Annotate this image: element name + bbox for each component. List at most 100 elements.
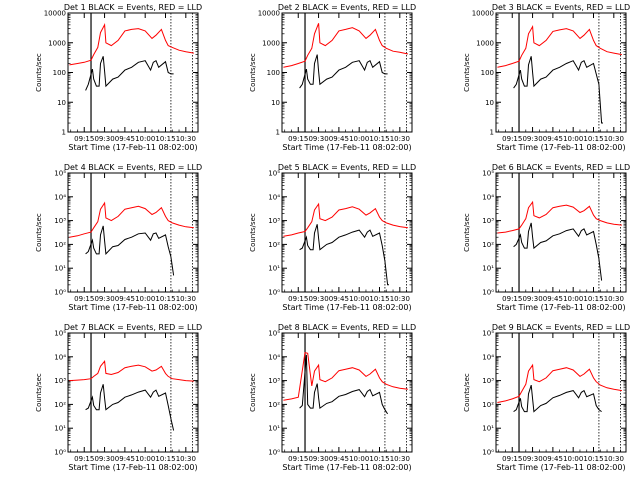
- x-tick-label: 10:30: [176, 295, 196, 303]
- x-tick-label: 09:45: [543, 455, 563, 463]
- series-line-lld: [497, 363, 622, 403]
- x-tick-label: 09:15: [288, 455, 308, 463]
- plot-frame: [281, 12, 413, 133]
- y-tick-label: 1: [62, 129, 66, 137]
- x-tick-label: 09:45: [329, 295, 349, 303]
- chart-title: Det 6 BLACK = Events, RED = LLD: [492, 163, 630, 172]
- chart-panel: Det 9 BLACK = Events, RED = LLD 10⁰ 10¹ 10²…: [463, 323, 630, 472]
- y-tick-label: 10⁰: [54, 449, 66, 457]
- series-line-events: [513, 56, 603, 124]
- y-tick-label: 1000: [476, 39, 494, 47]
- y-axis-label: Counts/sec: [35, 373, 43, 412]
- x-tick-label: 09:15: [74, 295, 94, 303]
- series-line-events: [299, 54, 388, 89]
- x-tick-label: 10:15: [155, 295, 175, 303]
- chart-title: Det 2 BLACK = Events, RED = LLD: [278, 3, 416, 12]
- y-axis-label: Counts/sec: [35, 53, 43, 92]
- y-tick-label: 10⁰: [54, 289, 66, 297]
- y-tick-label: 10³: [482, 377, 494, 385]
- x-tick-label: 09:15: [288, 135, 308, 143]
- x-tick-label: 10:00: [135, 135, 155, 143]
- x-tick-label: 09:15: [502, 295, 522, 303]
- y-tick-label: 10⁵: [268, 170, 280, 178]
- series-line-events: [85, 225, 175, 276]
- chart-panel: Det 2 BLACK = Events, RED = LLD 1 10 100 100…: [249, 3, 416, 152]
- y-tick-label: 10²: [268, 401, 280, 409]
- y-tick-label: 10⁵: [54, 170, 66, 178]
- x-axis-label: Start Time (17-Feb-11 08:02:00): [68, 143, 197, 152]
- y-tick-label: 10⁰: [482, 449, 494, 457]
- series-line-events: [513, 222, 603, 281]
- series-line-lld: [497, 24, 622, 68]
- plot-frame: [495, 172, 627, 293]
- x-tick-label: 09:45: [543, 135, 563, 143]
- x-tick-label: 09:15: [502, 455, 522, 463]
- x-tick-label: 10:30: [604, 135, 624, 143]
- x-axis-label: Start Time (17-Feb-11 08:02:00): [282, 463, 411, 472]
- y-axis-label: Counts/sec: [35, 213, 43, 252]
- x-tick-label: 09:45: [329, 455, 349, 463]
- x-tick-label: 10:00: [135, 295, 155, 303]
- series-line-lld: [283, 202, 408, 237]
- x-tick-label: 10:15: [369, 455, 389, 463]
- y-tick-label: 10⁴: [482, 353, 494, 361]
- chart-panel: Det 3 BLACK = Events, RED = LLD 1 10 100 100…: [463, 3, 630, 152]
- y-tick-label: 10⁴: [268, 193, 280, 201]
- series-line-events: [85, 56, 174, 91]
- y-tick-label: 10²: [482, 241, 494, 249]
- y-tick-label: 100: [53, 69, 66, 77]
- x-tick-label: 10:15: [369, 295, 389, 303]
- chart-panel: Det 5 BLACK = Events, RED = LLD 10⁰ 10¹ 10²…: [249, 163, 416, 312]
- x-tick-label: 09:30: [522, 295, 542, 303]
- chart-title: Det 5 BLACK = Events, RED = LLD: [278, 163, 416, 172]
- y-tick-label: 10³: [482, 217, 494, 225]
- x-axis-label: Start Time (17-Feb-11 08:02:00): [282, 303, 411, 312]
- y-tick-label: 10¹: [482, 265, 494, 273]
- x-axis-label: Start Time (17-Feb-11 08:02:00): [496, 143, 625, 152]
- y-tick-label: 10³: [268, 217, 280, 225]
- x-tick-label: 10:30: [176, 135, 196, 143]
- chart-panel: Det 7 BLACK = Events, RED = LLD 10⁰ 10¹ 10²…: [35, 323, 202, 472]
- series-line-lld: [69, 23, 194, 66]
- chart-title: Det 7 BLACK = Events, RED = LLD: [64, 323, 202, 332]
- y-tick-label: 10⁵: [482, 170, 494, 178]
- plot-frame: [281, 172, 413, 293]
- x-tick-label: 09:30: [308, 135, 328, 143]
- x-axis-label: Start Time (17-Feb-11 08:02:00): [282, 143, 411, 152]
- series-line-lld: [69, 360, 194, 382]
- chart-panel: Det 4 BLACK = Events, RED = LLD 10⁰ 10¹ 10²…: [35, 163, 202, 312]
- plot-frame: [67, 12, 199, 133]
- plot-frame: [67, 172, 199, 293]
- x-tick-label: 09:15: [288, 295, 308, 303]
- series-line-events: [513, 384, 602, 413]
- x-tick-label: 09:45: [115, 455, 135, 463]
- x-axis-label: Start Time (17-Feb-11 08:02:00): [68, 303, 197, 312]
- y-tick-label: 10³: [268, 377, 280, 385]
- series-line-lld: [69, 201, 194, 238]
- y-tick-label: 10⁵: [482, 330, 494, 338]
- x-tick-label: 10:15: [583, 455, 603, 463]
- x-tick-label: 09:30: [522, 455, 542, 463]
- y-tick-label: 100: [267, 69, 280, 77]
- y-axis-label: Counts/sec: [463, 53, 471, 92]
- y-tick-label: 10²: [268, 241, 280, 249]
- x-tick-label: 10:30: [604, 295, 624, 303]
- chart-panel: Det 1 BLACK = Events, RED = LLD 1 10 100 100…: [35, 3, 202, 152]
- y-tick-label: 10¹: [54, 265, 66, 273]
- x-tick-label: 10:15: [155, 455, 175, 463]
- x-tick-label: 10:15: [155, 135, 175, 143]
- x-tick-label: 09:30: [94, 455, 114, 463]
- chart-title: Det 9 BLACK = Events, RED = LLD: [492, 323, 630, 332]
- x-tick-label: 09:45: [329, 135, 349, 143]
- y-tick-label: 10⁰: [268, 289, 280, 297]
- x-axis-label: Start Time (17-Feb-11 08:02:00): [496, 463, 625, 472]
- x-tick-label: 09:30: [308, 295, 328, 303]
- y-tick-label: 10⁵: [268, 330, 280, 338]
- series-line-lld: [283, 351, 408, 401]
- series-line-events: [299, 354, 389, 415]
- x-tick-label: 10:00: [563, 455, 583, 463]
- x-tick-label: 10:15: [583, 295, 603, 303]
- y-tick-label: 1000: [262, 39, 280, 47]
- x-tick-label: 10:30: [390, 295, 410, 303]
